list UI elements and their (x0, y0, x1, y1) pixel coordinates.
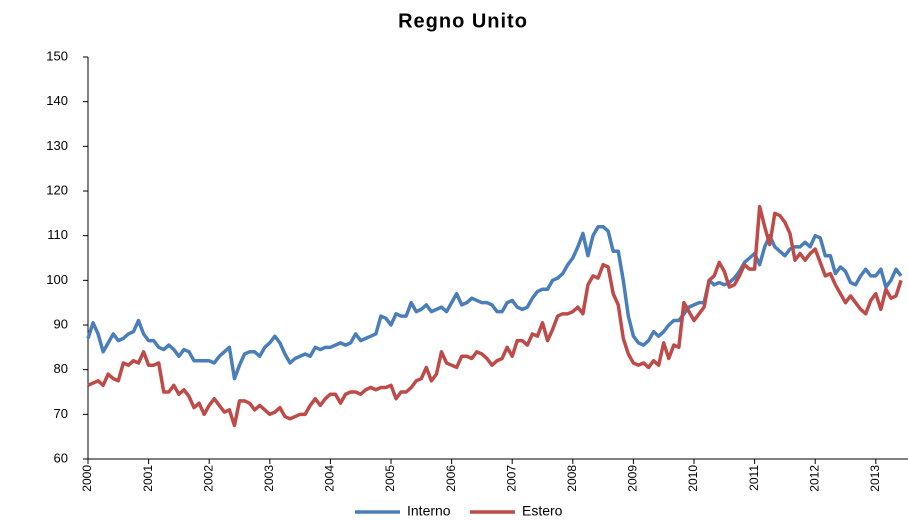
y-tick-label: 110 (47, 227, 68, 242)
legend-label: Interno (407, 503, 451, 519)
x-tick-label: 2004 (323, 465, 337, 492)
x-tick-label: 2001 (141, 465, 155, 492)
chart-title: Regno Unito (398, 10, 528, 32)
legend-label: Estero (522, 503, 563, 519)
x-tick-label: 2005 (383, 465, 397, 492)
y-tick-label: 120 (46, 182, 68, 197)
x-tick-label: 2010 (686, 465, 700, 492)
x-tick-label: 2002 (201, 465, 215, 492)
series-line (86, 224, 903, 381)
y-tick-label: 150 (46, 48, 68, 63)
x-tick-label: 2000 (80, 465, 94, 492)
series-line (87, 204, 903, 428)
y-tick-label: 140 (46, 93, 68, 108)
x-tick-label: 2013 (868, 465, 882, 492)
y-tick-label: 60 (54, 450, 68, 465)
y-tick-label: 100 (46, 272, 68, 287)
y-tick-label: 70 (54, 406, 68, 421)
y-tick-label: 130 (46, 138, 68, 153)
x-tick-label: 2006 (444, 465, 458, 492)
x-tick-label: 2008 (565, 465, 579, 492)
x-tick-label: 2011 (747, 465, 761, 491)
x-tick-label: 2012 (807, 465, 821, 492)
y-tick-label: 80 (54, 361, 68, 376)
x-tick-label: 2009 (626, 465, 640, 492)
y-tick-label: 90 (54, 316, 68, 331)
x-tick-label: 2003 (262, 465, 276, 492)
x-tick-label: 2007 (504, 465, 518, 492)
